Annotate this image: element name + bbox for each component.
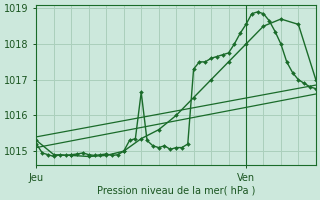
X-axis label: Pression niveau de la mer( hPa ): Pression niveau de la mer( hPa ) (97, 186, 255, 196)
